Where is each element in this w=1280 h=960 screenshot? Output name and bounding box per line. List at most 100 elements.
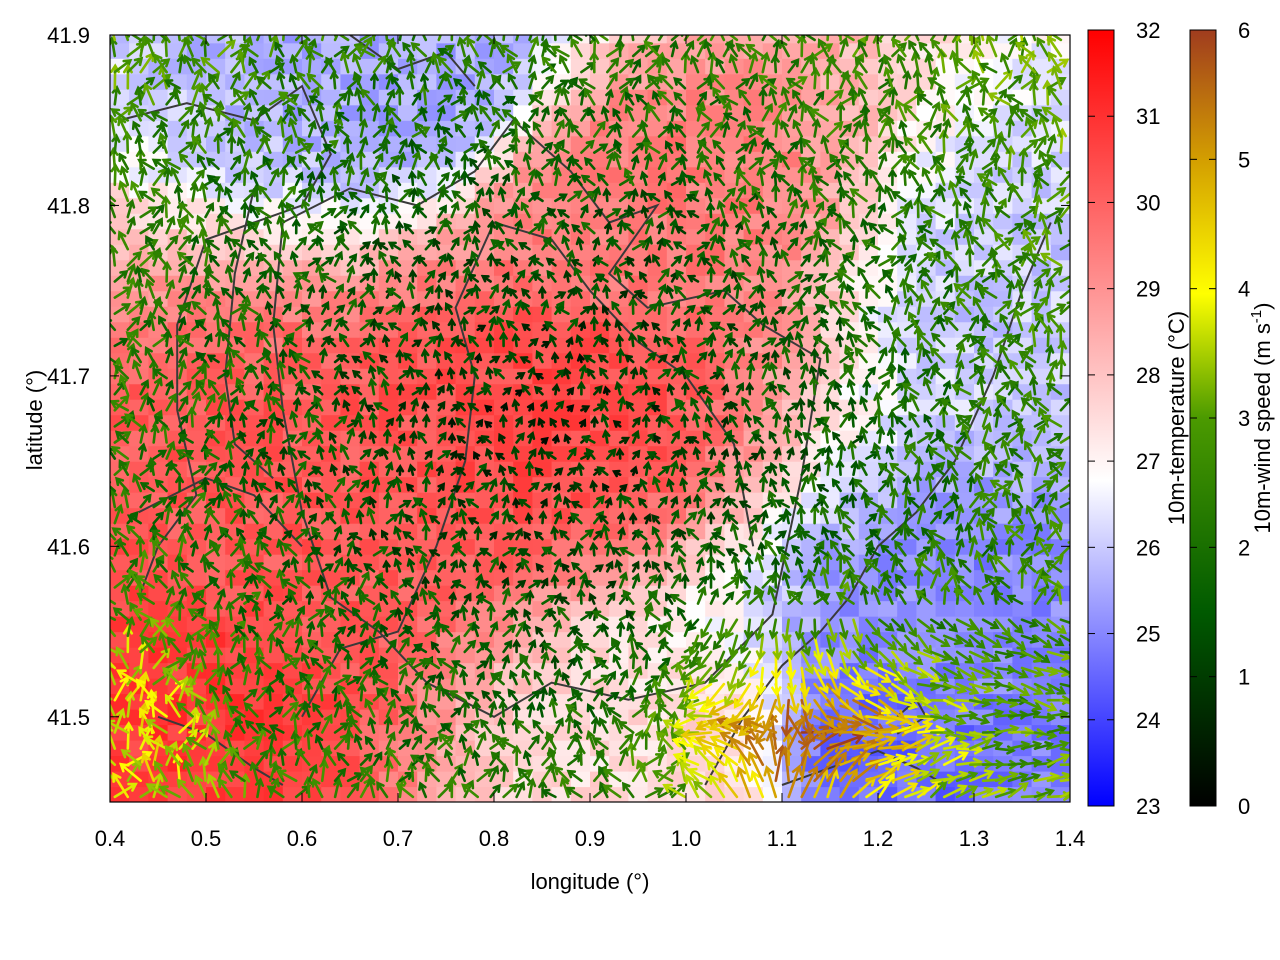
heat-cell — [628, 585, 649, 602]
heat-cell — [551, 538, 572, 555]
heat-cell — [378, 399, 399, 416]
heat-cell — [110, 290, 130, 307]
heat-cell — [321, 89, 341, 106]
heat-cell — [129, 228, 149, 245]
heat-cell — [417, 616, 437, 633]
heat-cell — [743, 151, 764, 168]
heat-cell — [820, 104, 841, 121]
heat-cell — [417, 244, 437, 261]
heat-cell — [417, 290, 437, 307]
heat-cell — [513, 89, 533, 106]
heat-cell — [916, 35, 937, 44]
heat-cell — [628, 709, 649, 726]
heat-cell — [263, 786, 284, 802]
heat-cell — [302, 414, 322, 431]
heat-cell — [705, 35, 725, 44]
heat-cell — [686, 73, 706, 90]
heat-cell — [513, 445, 533, 462]
heat-cell — [762, 35, 783, 44]
wind-vector — [541, 340, 551, 349]
heat-cell — [1012, 228, 1033, 245]
heat-cell — [225, 678, 245, 695]
heat-cell — [129, 786, 149, 802]
heat-cell — [302, 58, 322, 75]
heat-cell — [897, 352, 917, 369]
wind-vector — [482, 469, 492, 477]
heat-cell — [474, 166, 495, 183]
heat-cell — [282, 213, 303, 230]
heat-cell — [705, 321, 725, 338]
heat-cell — [455, 647, 476, 664]
heat-cell — [820, 306, 841, 323]
heat-cell — [282, 35, 303, 44]
wind-vector — [515, 389, 524, 397]
heat-cell — [782, 600, 802, 617]
heat-cell — [148, 275, 169, 292]
heat-cell — [839, 337, 860, 354]
heat-cell — [820, 73, 841, 90]
wind-vector — [566, 386, 575, 396]
heat-cell — [935, 523, 956, 540]
heat-cell — [474, 538, 495, 555]
heat-cell — [551, 569, 572, 586]
heat-cell — [167, 58, 188, 75]
heat-cell — [148, 678, 169, 695]
heat-cell — [263, 182, 284, 199]
heat-cell — [455, 678, 476, 695]
heat-cell — [417, 213, 437, 230]
heat-cell — [762, 197, 783, 214]
wind-vector — [473, 450, 481, 460]
heat-cell — [455, 554, 476, 571]
heat-cell — [282, 368, 303, 385]
heat-cell — [858, 182, 879, 199]
heat-cell — [321, 275, 341, 292]
heat-cell — [935, 58, 956, 75]
heat-cell — [782, 786, 802, 802]
heat-cell — [609, 678, 629, 695]
heat-cell — [686, 600, 706, 617]
heat-cell — [801, 600, 821, 617]
heat-cell — [494, 538, 514, 555]
heat-cell — [590, 368, 610, 385]
heat-cell — [820, 182, 841, 199]
wind-vector — [552, 481, 561, 493]
heat-cell — [148, 35, 169, 44]
heat-cell — [302, 600, 322, 617]
heat-cell — [570, 104, 591, 121]
heat-cell — [378, 771, 399, 788]
heat-cell — [513, 523, 533, 540]
heat-cell — [590, 73, 610, 90]
heat-cell — [743, 89, 764, 106]
heat-cell — [436, 538, 457, 555]
heat-cell — [628, 352, 649, 369]
heat-cell — [282, 321, 303, 338]
heat-cell — [724, 368, 745, 385]
heat-cell — [186, 523, 207, 540]
heat-cell — [551, 321, 572, 338]
heat-cell — [647, 35, 668, 44]
heat-cell — [743, 306, 764, 323]
heat-cell — [858, 290, 879, 307]
heat-cell — [782, 166, 802, 183]
heat-cell — [321, 35, 341, 44]
heat-cell — [666, 771, 687, 788]
heat-cell — [647, 337, 668, 354]
heat-cell — [858, 35, 879, 44]
heat-cell — [916, 104, 937, 121]
heat-cell — [628, 740, 649, 757]
plot-area — [109, 34, 1071, 803]
heat-cell — [743, 35, 764, 44]
heat-cell — [1012, 786, 1033, 802]
heat-cell — [724, 73, 745, 90]
heat-cell — [340, 740, 361, 757]
heat-cell — [1031, 430, 1052, 447]
heat-cell — [225, 786, 245, 802]
heat-cell — [916, 383, 937, 400]
heat-cell — [282, 259, 303, 276]
heat-cell — [474, 35, 495, 44]
heat-cell — [110, 35, 130, 44]
heat-cell — [743, 383, 764, 400]
heat-cell — [263, 554, 284, 571]
heat-cell — [743, 600, 764, 617]
heat-cell — [897, 104, 917, 121]
